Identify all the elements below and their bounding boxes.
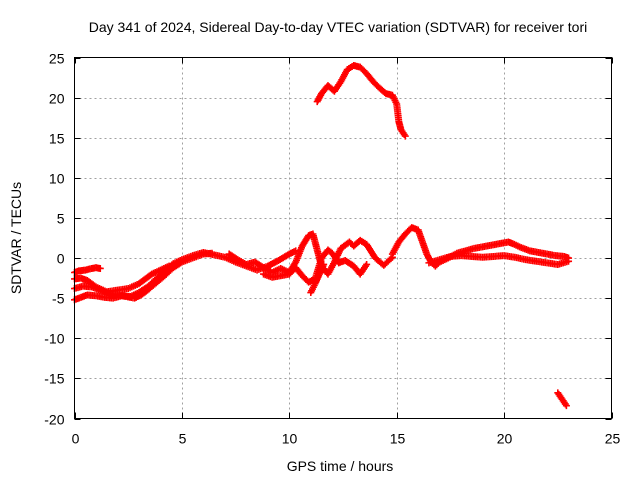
data-point-run [328, 249, 342, 265]
y-tick-label: 25 [49, 51, 65, 67]
data-point-run [330, 79, 344, 95]
data-point-run [504, 238, 515, 247]
data-point [363, 260, 371, 268]
data-point-run [141, 271, 155, 283]
data-point-run [298, 233, 312, 250]
data-point-run [275, 251, 292, 264]
data-point-run [152, 273, 167, 287]
data-point [208, 249, 216, 257]
data-point-run [292, 264, 305, 278]
data-point [401, 132, 409, 140]
x-tick-label: 10 [282, 431, 298, 447]
data-point-run [363, 70, 376, 84]
data-point-run [264, 257, 281, 270]
data-point-run [369, 78, 382, 91]
data-point [165, 262, 173, 270]
data-points-layer [71, 62, 573, 410]
x-tick-label: 20 [497, 431, 513, 447]
data-point-run [509, 240, 524, 251]
y-tick-label: -15 [44, 371, 64, 387]
data-point-run [554, 389, 563, 398]
y-tick-label: -20 [44, 412, 64, 428]
data-point-run [363, 240, 378, 261]
data-point-run [251, 258, 266, 271]
data-point-run [324, 246, 335, 256]
data-point-run [131, 292, 143, 302]
tick-layer: 0 5 10 15 20 25 -20 -15 -10 -5 0 5 10 15 20 25 [44, 51, 620, 447]
y-axis-label: SDTVAR / TECUs [8, 182, 24, 294]
y-tick-label: 20 [49, 91, 65, 107]
data-point [562, 402, 570, 410]
data-point-run [148, 267, 163, 278]
y-tick-label: -5 [52, 291, 65, 307]
y-tick-label: 5 [57, 211, 65, 227]
data-point-run [558, 395, 567, 405]
data-point-run [285, 248, 298, 258]
data-point-run [345, 238, 356, 249]
data-point-run [83, 277, 99, 290]
data-point-run [169, 259, 184, 272]
data-point-run [560, 252, 571, 262]
x-tick-label: 25 [605, 431, 621, 447]
x-tick-label: 0 [72, 431, 80, 447]
series-late-low-track [554, 389, 570, 410]
series-evening-track-lower [425, 252, 573, 268]
data-point-run [225, 250, 240, 263]
data-point-run [356, 262, 370, 278]
data-point [565, 257, 573, 265]
y-tick-label: 15 [49, 131, 65, 147]
data-point [320, 260, 328, 268]
plot-frame [74, 57, 612, 419]
data-point-run [341, 256, 356, 269]
data-point-run [137, 287, 150, 299]
y-tick-label: 10 [49, 171, 65, 187]
data-point-run [556, 392, 565, 402]
data-point-run [156, 263, 171, 274]
data-point-run [305, 276, 317, 286]
data-point-run [135, 276, 148, 288]
data-point-run [388, 91, 400, 106]
data-point-run [397, 126, 408, 139]
data-point-run [221, 253, 238, 265]
data-point-run [313, 91, 325, 106]
x-tick-label: 5 [179, 431, 187, 447]
data-point-run [337, 67, 350, 86]
series-early-track-d [71, 262, 173, 296]
data-point-run [307, 281, 318, 297]
chart-title: Day 341 of 2024, Sidereal Day-to-day VTE… [89, 19, 588, 35]
data-point-run [324, 260, 337, 278]
series-mid-track-c [307, 260, 328, 297]
data-point-run [431, 259, 442, 270]
x-axis-label: GPS time / hours [287, 458, 394, 474]
x-tick-label: 15 [390, 431, 406, 447]
data-point-run [395, 231, 408, 246]
data-point-run [152, 268, 167, 283]
series-upper-arc [313, 62, 409, 140]
data-point-run [560, 398, 569, 408]
data-point-run [92, 283, 109, 295]
series-early-track-c [71, 264, 104, 276]
y-tick-label: 0 [57, 251, 65, 267]
data-point-run [376, 84, 389, 96]
data-point-run [356, 236, 369, 247]
data-point-run [144, 280, 159, 294]
data-point-run [388, 240, 402, 258]
data-point-run [161, 265, 176, 280]
data-point-run [124, 281, 141, 293]
data-point-run [356, 63, 369, 76]
data-point [96, 264, 104, 272]
data-point-run [380, 255, 395, 269]
y-tick-label: -10 [44, 331, 64, 347]
